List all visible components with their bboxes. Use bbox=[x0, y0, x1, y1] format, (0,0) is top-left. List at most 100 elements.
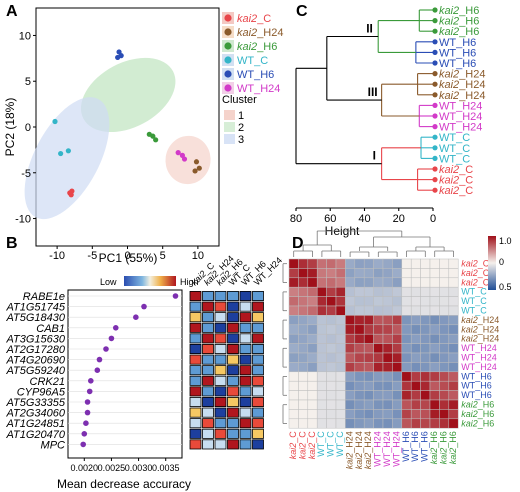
cluster-label-iii: III bbox=[368, 85, 378, 99]
sample-mini-heatmap bbox=[189, 290, 264, 450]
heatmap-cell bbox=[373, 418, 384, 429]
importance-x-axis-label: Mean decrease accuracy bbox=[57, 477, 191, 491]
heatmap-cell bbox=[288, 371, 299, 382]
heatmap-row-label: kai2_H6 bbox=[461, 418, 494, 428]
heatmap-cell bbox=[401, 268, 412, 279]
dendrogram-leaf-marker bbox=[432, 39, 438, 45]
pca-y-tick-label: -10 bbox=[15, 214, 31, 226]
heatmap-cell bbox=[382, 380, 393, 391]
heatmap-cell bbox=[410, 333, 421, 344]
heatmap-cell bbox=[316, 343, 327, 354]
heatmap-cell bbox=[429, 315, 440, 326]
pca-point-wt-c bbox=[52, 118, 58, 125]
pca-x-tick-label: -5 bbox=[87, 250, 97, 262]
heatmap-cell bbox=[316, 352, 327, 363]
heatmap-cell bbox=[382, 315, 393, 326]
heatmap-cell bbox=[392, 352, 403, 363]
heatmap-cell bbox=[307, 258, 318, 269]
heatmap-cell bbox=[288, 315, 299, 326]
heatmap-cell bbox=[307, 352, 318, 363]
sample-heat-cell bbox=[202, 407, 214, 418]
heatmap-row-labels: kai2_Ckai2_Ckai2_CWT_CWT_CWT_Ckai2_H24ka… bbox=[461, 259, 499, 429]
sample-heat-cell bbox=[239, 407, 252, 418]
pca-x-tick-label: 10 bbox=[192, 250, 204, 262]
heatmap-cell bbox=[345, 305, 356, 316]
heatmap-cell bbox=[363, 362, 374, 373]
pca-y-tick-label: -5 bbox=[21, 168, 31, 180]
heatmap-cell bbox=[448, 258, 459, 269]
heatmap-cell bbox=[410, 315, 421, 326]
importance-dot bbox=[86, 388, 93, 395]
heatmap-cell bbox=[420, 333, 431, 344]
dendrogram-leaf-label: kai2_H24 bbox=[439, 90, 485, 102]
heatmap-cell bbox=[354, 352, 365, 363]
heatmap-cell bbox=[401, 409, 412, 420]
heatmap-cell bbox=[363, 333, 374, 344]
pca-plot: -10 -5 0 5 10 10 5 0 -5 -10 PC1 (55%) PC2 (18%) k… bbox=[3, 7, 283, 265]
sample-heat-cell bbox=[252, 375, 264, 386]
heatmap-cell bbox=[373, 371, 384, 382]
heatmap-cell bbox=[326, 296, 337, 307]
dendrogram-leaf-marker bbox=[432, 7, 438, 13]
heatmap-cell bbox=[382, 296, 393, 307]
sample-heat-cell bbox=[189, 322, 202, 333]
heatmap-cell bbox=[298, 333, 309, 344]
heatmap-cell bbox=[429, 399, 440, 410]
heatmap-cell bbox=[335, 277, 346, 288]
gene-label: CYP96A5 bbox=[17, 386, 66, 398]
heatmap-cell bbox=[392, 286, 403, 297]
heatmap-column-label: kai2_H6 bbox=[438, 431, 448, 464]
heatmap-cell bbox=[363, 296, 374, 307]
importance-dot bbox=[84, 409, 91, 416]
heatmap-cell bbox=[307, 286, 318, 297]
heatmap-cells bbox=[288, 258, 459, 429]
heatmap-cell bbox=[288, 286, 299, 297]
dendrogram-leaf-marker bbox=[432, 155, 438, 161]
heatmap-cell bbox=[401, 380, 412, 391]
sample-heat-cell bbox=[239, 386, 252, 397]
sample-heat-cell bbox=[252, 301, 264, 312]
heatmap-cell bbox=[373, 286, 384, 297]
legend-swatch bbox=[224, 28, 232, 36]
heatmap-cell bbox=[335, 418, 346, 429]
heatmap-cell bbox=[326, 324, 337, 335]
sample-heat-cell bbox=[189, 365, 202, 376]
heatmap-cell bbox=[439, 362, 450, 373]
heatmap-cell bbox=[392, 343, 403, 354]
dendrogram: kai2_H6kai2_H6kai2_H6WT_H6WT_H6WT_H6kai2… bbox=[290, 5, 486, 238]
heatmap-cell bbox=[316, 296, 327, 307]
heatmap-cell bbox=[345, 380, 356, 391]
heatmap-cell bbox=[373, 296, 384, 307]
heatmap-cell bbox=[429, 258, 440, 269]
gene-label: AT2G17280 bbox=[5, 344, 65, 356]
sample-heat-cell bbox=[189, 386, 202, 397]
heatmap-cell bbox=[345, 352, 356, 363]
heatmap-row-label: kai2_C bbox=[461, 277, 490, 287]
heatmap-cell bbox=[373, 324, 384, 335]
heatmap-cell bbox=[316, 418, 327, 429]
heatmap-cell bbox=[326, 258, 337, 269]
heatmap-cell bbox=[439, 409, 450, 420]
heatmap-cell bbox=[373, 380, 384, 391]
heatmap-cell bbox=[439, 371, 450, 382]
heatmap-cell bbox=[382, 409, 393, 420]
heatmap-cell bbox=[373, 409, 384, 420]
cluster-legend-title: Cluster bbox=[222, 94, 257, 106]
heatmap-cell bbox=[354, 343, 365, 354]
heatmap-row-label: WT_C bbox=[461, 287, 487, 297]
cluster-swatch bbox=[224, 110, 235, 120]
dendrogram-leaf-label: kai2_H6 bbox=[439, 26, 479, 38]
heatmap-cell bbox=[439, 277, 450, 288]
legend-swatch bbox=[224, 42, 232, 50]
pca-point-wt-c bbox=[65, 148, 71, 154]
heatmap-row-label: kai2_H6 bbox=[461, 409, 494, 419]
heatmap-cell bbox=[439, 258, 450, 269]
heatmap-cell bbox=[354, 258, 365, 269]
heatmap-cell bbox=[326, 362, 337, 373]
pca-point-wt-h24 bbox=[181, 156, 188, 162]
heatmap-column-labels: kai2_Ckai2_Ckai2_CWT_CWT_CWT_Ckai2_H24ka… bbox=[288, 431, 458, 470]
heatmap-cell bbox=[326, 268, 337, 279]
heatmap-cell bbox=[363, 286, 374, 297]
heatmap-cell bbox=[429, 352, 440, 363]
heatmap-cell bbox=[307, 343, 318, 354]
